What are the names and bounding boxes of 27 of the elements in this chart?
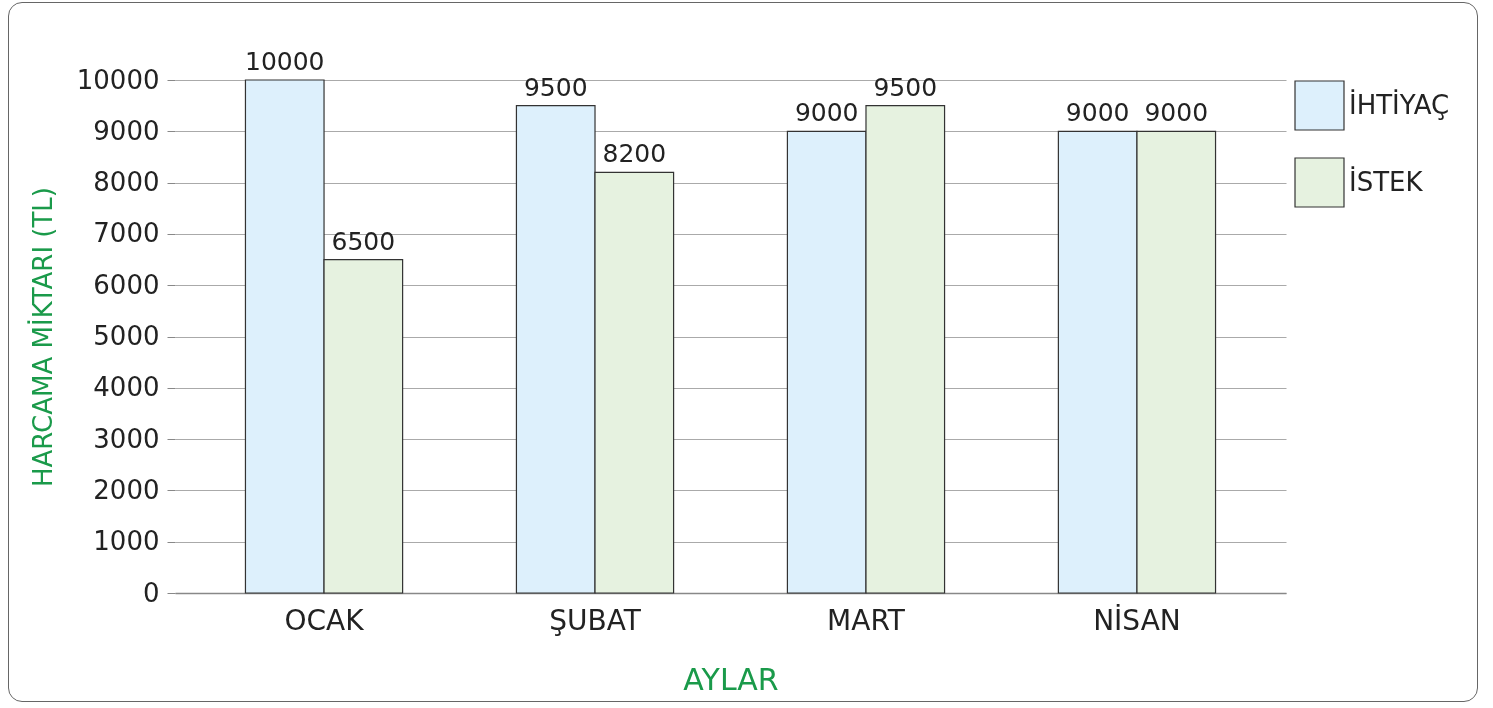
y-tick-label: 8000: [93, 167, 160, 198]
data-label: 9000: [1065, 98, 1130, 128]
data-label: 8200: [602, 139, 667, 169]
y-tick-label: 0: [142, 577, 160, 608]
x-tick-label: NİSAN: [1093, 603, 1181, 637]
y-tick-label: 3000: [93, 423, 160, 454]
legend-label: İSTEK: [1349, 165, 1424, 197]
x-tick-label: ŞUBAT: [549, 603, 642, 637]
x-tick-label: OCAK: [284, 603, 365, 637]
y-tick-label: 7000: [93, 218, 160, 249]
legend-label: İHTİYAÇ: [1349, 88, 1450, 120]
y-tick-label: 6000: [93, 269, 160, 300]
x-axis-title: AYLAR: [683, 661, 779, 697]
y-tick-label: 9000: [93, 115, 160, 146]
data-label: 9500: [873, 72, 938, 102]
data-label: 9500: [523, 72, 588, 102]
y-tick-label: 2000: [93, 474, 160, 505]
y-tick-label: 5000: [93, 321, 160, 351]
y-tick-label: 10000: [76, 64, 160, 95]
y-axis-title: HARCAMA MİKTARI (TL): [26, 187, 58, 487]
y-tick-label: 1000: [93, 526, 160, 557]
data-label: 6500: [331, 226, 396, 256]
data-label: 9000: [794, 98, 859, 128]
y-tick-label: 4000: [93, 372, 160, 403]
data-label: 10000: [244, 47, 325, 76]
x-tick-label: MART: [827, 603, 906, 637]
data-label: 9000: [1144, 98, 1209, 128]
